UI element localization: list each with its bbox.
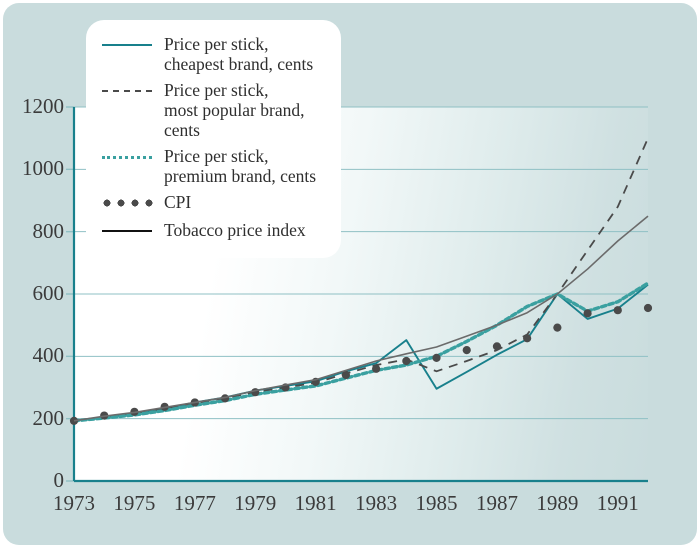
y-tick-label: 1200 [22,94,64,118]
y-tick-label: 600 [32,281,65,305]
x-tick-label: 1979 [234,491,277,515]
y-tick-label: 0 [53,468,65,492]
legend-swatch-solid-teal-icon [100,34,156,56]
legend-swatch-dashed-gray-icon [100,80,156,102]
legend-item-premium: Price per stick, premium brand, cents [100,146,327,186]
legend-item-cheapest: Price per stick, cheapest brand, cents [100,34,327,74]
legend-label: Price per stick, cheapest brand, cents [164,34,314,74]
x-tick-label: 1977 [173,491,216,515]
y-tick-label: 800 [32,218,65,243]
legend-label: Price per stick, premium brand, cents [164,146,317,186]
legend-label: CPI [164,192,192,212]
legend-item-cpi: CPI [100,192,327,214]
x-tick-label: 1987 [475,491,518,515]
chart-legend: Price per stick, cheapest brand, cents P… [86,20,341,258]
legend-swatch-dots-gray-icon [100,192,156,214]
legend-label: Tobacco price index [164,220,306,240]
y-tick-label: 200 [32,405,65,430]
legend-item-tobacco-index: Tobacco price index [100,220,327,242]
x-tick-label: 1991 [596,491,639,515]
legend-swatch-dotted-teal-icon [100,146,156,168]
y-tick-label: 400 [32,343,65,368]
x-tick-label: 1973 [53,491,95,515]
x-tick-label: 1983 [355,491,398,515]
legend-label: Price per stick, most popular brand, cen… [164,80,305,140]
x-tick-label: 1985 [415,491,458,515]
legend-item-most-popular: Price per stick, most popular brand, cen… [100,80,327,140]
x-tick-label: 1975 [113,491,156,515]
x-tick-label: 1989 [536,491,579,515]
x-tick-label: 1981 [294,491,337,515]
y-tick-label: 1000 [22,156,64,181]
legend-swatch-solid-black-icon [100,220,156,242]
